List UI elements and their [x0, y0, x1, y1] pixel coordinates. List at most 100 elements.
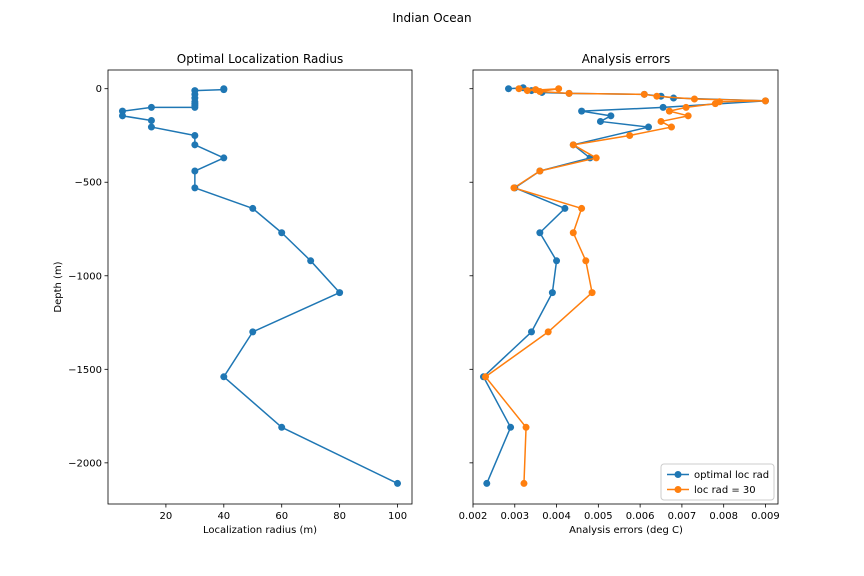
series-0-point [191, 131, 199, 139]
optimal-loc-rad-point [596, 117, 604, 125]
x-tick-label: 0.008 [709, 511, 738, 522]
left-axes-ylabel: Depth (m) [53, 261, 64, 312]
series-0-point [147, 103, 155, 111]
loc-rad-30-point [761, 97, 769, 105]
x-tick-label: 0.006 [626, 511, 655, 522]
optimal-loc-rad-point [607, 112, 615, 120]
legend: optimal loc rad loc rad = 30 [660, 463, 775, 501]
x-tick-label: 60 [275, 511, 288, 522]
x-tick-label: 0.005 [584, 511, 613, 522]
loc-rad-30-point [667, 123, 675, 131]
series-0-point [191, 184, 199, 192]
x-tick-label: 20 [160, 511, 173, 522]
right-axes-frame [472, 69, 779, 505]
y-tick-label: 0 [96, 84, 102, 95]
series-0-point [278, 423, 286, 431]
series-0-point [220, 86, 228, 94]
series-0-point [191, 103, 199, 111]
left-axes-ticks: 20 40 60 80 100 0 −500 −1000 −1500 −2000 [68, 84, 407, 522]
loc-rad-30-point [536, 167, 544, 175]
series-0-point [307, 257, 315, 265]
y-tick-label: −1000 [68, 271, 102, 282]
loc-rad-30-point [665, 107, 673, 115]
y-tick-label: −1500 [68, 365, 102, 376]
optimal-loc-rad-point [505, 85, 513, 93]
series-0-point [220, 373, 228, 381]
legend-marker-optimal [674, 471, 682, 478]
loc-rad-30-point [653, 92, 661, 100]
loc-rad-30-point [515, 85, 523, 93]
optimal-loc-rad-point [644, 123, 652, 131]
optimal-loc-rad-point [548, 289, 556, 297]
loc-rad-30-point [569, 229, 577, 237]
loc-rad-30-line [484, 87, 767, 484]
left-axes-xlabel: Localization radius (m) [203, 525, 317, 536]
left-axes: Optimal Localization Radius Localization… [53, 52, 413, 536]
optimal-loc-rad-point [553, 257, 561, 265]
loc-rad-30-point [711, 100, 719, 108]
y-tick-label: −2000 [68, 458, 102, 469]
x-tick-label: 40 [217, 511, 230, 522]
loc-rad-30-point [569, 141, 577, 149]
series-0-point [336, 289, 344, 297]
series-0-point [147, 117, 155, 125]
x-tick-label: 0.003 [500, 511, 529, 522]
optimal-loc-rad-point [507, 423, 515, 431]
loc-rad-30-point [682, 103, 690, 111]
series-0-point [278, 229, 286, 237]
legend-label-locrad30: loc rad = 30 [694, 485, 756, 496]
optimal-loc-rad-point [527, 328, 535, 336]
loc-rad-30-point [626, 131, 634, 139]
optimal-loc-rad-point [659, 103, 667, 111]
series-0-point [220, 154, 228, 162]
series-0-point [394, 479, 402, 487]
loc-rad-30-point [684, 112, 692, 120]
legend-marker-locrad30 [674, 486, 682, 493]
optimal-loc-rad-point [536, 229, 544, 237]
x-tick-label: 0.004 [542, 511, 571, 522]
x-tick-label: 80 [333, 511, 346, 522]
legend-box [660, 463, 775, 501]
x-tick-label: 0.002 [459, 511, 488, 522]
optimal-loc-rad-point [483, 479, 491, 487]
loc-rad-30-point [578, 204, 586, 212]
loc-rad-30-point [592, 154, 600, 162]
right-axes-title: Analysis errors [582, 52, 671, 66]
left-axes-title: Optimal Localization Radius [177, 52, 343, 66]
right-axes-xlabel: Analysis errors (deg C) [569, 525, 683, 536]
loc-rad-30-point [640, 90, 648, 98]
loc-rad-30-point [690, 95, 698, 103]
x-tick-label: 100 [388, 511, 407, 522]
figure-suptitle: Indian Ocean [392, 11, 471, 25]
loc-rad-30-point [510, 184, 518, 192]
loc-rad-30-point [536, 88, 544, 96]
right-axes-ticks: 0.002 0.003 0.004 0.005 0.006 0.007 0.008 0.009 [459, 88, 780, 522]
loc-rad-30-point [582, 257, 590, 265]
series-0-point [191, 167, 199, 175]
left-axes-frame [107, 69, 413, 505]
loc-rad-30-point [588, 289, 596, 297]
x-tick-label: 0.007 [668, 511, 697, 522]
loc-rad-30-point [482, 373, 490, 381]
loc-rad-30-point [565, 89, 573, 97]
x-tick-label: 0.009 [751, 511, 780, 522]
series-0-point [147, 123, 155, 131]
right-axes-plot [479, 84, 769, 487]
loc-rad-30-point [520, 479, 528, 487]
loc-rad-30-point [657, 117, 665, 125]
series-0-point [249, 328, 257, 336]
series-0-point [191, 141, 199, 149]
optimal-loc-rad-point [578, 107, 586, 115]
right-axes: Analysis errors Analysis errors (deg C) … [459, 52, 780, 536]
loc-rad-30-point [555, 85, 563, 93]
loc-rad-30-point [523, 87, 531, 95]
series-0-point [249, 204, 257, 212]
optimal-loc-rad-point [561, 204, 569, 212]
loc-rad-30-point [522, 423, 530, 431]
series-0-point [118, 112, 126, 120]
loc-rad-30-point [544, 328, 552, 336]
left-axes-plot [118, 85, 402, 487]
y-tick-label: −500 [75, 178, 102, 189]
legend-label-optimal: optimal loc rad [694, 470, 769, 481]
